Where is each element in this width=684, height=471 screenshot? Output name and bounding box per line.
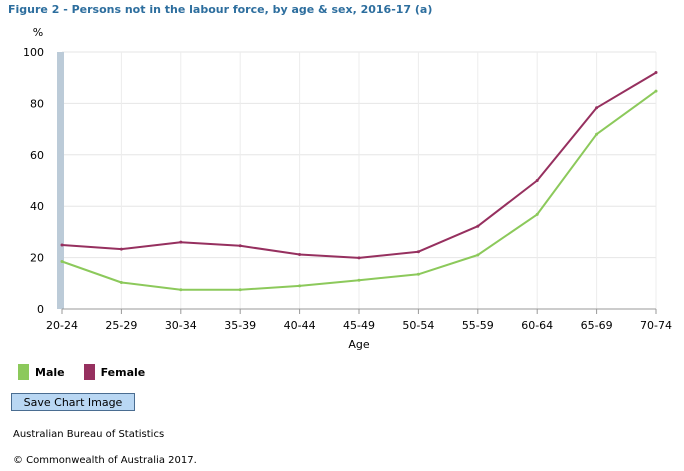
x-tick-label: 25-29 bbox=[105, 319, 137, 332]
legend-swatch-female bbox=[83, 364, 95, 380]
y-tick-label: 20 bbox=[30, 252, 44, 265]
data-point-female[interactable] bbox=[119, 247, 123, 251]
data-point-female[interactable] bbox=[654, 71, 658, 75]
data-point-female[interactable] bbox=[357, 256, 361, 260]
x-tick-label: 20-24 bbox=[46, 319, 78, 332]
data-point-male[interactable] bbox=[238, 288, 242, 292]
x-tick-label: 55-59 bbox=[462, 319, 494, 332]
y-axis-bar bbox=[57, 52, 64, 309]
grid-lines bbox=[61, 51, 657, 310]
x-tick-label: 60-64 bbox=[521, 319, 553, 332]
x-tick-label: 40-44 bbox=[284, 319, 316, 332]
series-lines bbox=[60, 71, 658, 292]
legend-swatch-male bbox=[18, 364, 29, 380]
legend-item-female[interactable]: Female bbox=[83, 364, 146, 380]
data-point-male[interactable] bbox=[654, 89, 658, 93]
data-point-female[interactable] bbox=[535, 179, 539, 182]
x-tick-label: 30-34 bbox=[165, 319, 197, 332]
legend: Male Female bbox=[18, 364, 164, 380]
data-point-female[interactable] bbox=[238, 244, 242, 248]
data-point-female[interactable] bbox=[179, 240, 183, 244]
data-point-male[interactable] bbox=[416, 272, 420, 276]
save-chart-image-button[interactable]: Save Chart Image bbox=[11, 393, 135, 411]
data-point-female[interactable] bbox=[416, 250, 420, 254]
legend-label-male: Male bbox=[35, 365, 65, 379]
legend-item-male[interactable]: Male bbox=[18, 364, 65, 380]
source-text: Australian Bureau of Statistics bbox=[13, 429, 165, 440]
axes: 0 20 40 60 80 100 20-24 25-29 30-34 35-39 40-44 45-… bbox=[23, 46, 672, 332]
copyright-text: © Commonwealth of Australia 2017. bbox=[13, 455, 197, 466]
y-axis-label: % bbox=[33, 26, 43, 39]
x-tick-label: 65-69 bbox=[581, 319, 613, 332]
x-tick-label: 45-49 bbox=[343, 319, 375, 332]
data-point-male[interactable] bbox=[119, 281, 123, 285]
y-tick-label: 0 bbox=[37, 303, 44, 316]
y-tick-label: 100 bbox=[23, 46, 44, 59]
data-point-male[interactable] bbox=[298, 284, 302, 288]
y-tick-label: 80 bbox=[30, 97, 44, 110]
x-tick-label: 70-74 bbox=[640, 319, 672, 332]
data-point-male[interactable] bbox=[476, 253, 480, 257]
data-point-female[interactable] bbox=[595, 106, 599, 110]
data-point-female[interactable] bbox=[298, 253, 302, 257]
y-tick-label: 60 bbox=[30, 149, 44, 162]
data-point-female[interactable] bbox=[60, 243, 64, 247]
x-tick-label: 35-39 bbox=[224, 319, 256, 332]
line-chart: 0 20 40 60 80 100 20-24 25-29 30-34 35-39 40-44 45-… bbox=[23, 26, 672, 351]
x-tick-label: 50-54 bbox=[402, 319, 434, 332]
data-point-female[interactable] bbox=[476, 224, 480, 228]
data-point-male[interactable] bbox=[535, 212, 539, 216]
chart-title: Figure 2 - Persons not in the labour for… bbox=[8, 3, 433, 16]
data-point-male[interactable] bbox=[179, 288, 183, 292]
data-point-male[interactable] bbox=[595, 132, 599, 136]
legend-label-female: Female bbox=[100, 365, 146, 379]
data-point-male[interactable] bbox=[357, 278, 361, 282]
y-tick-label: 40 bbox=[30, 200, 44, 213]
data-point-male[interactable] bbox=[60, 259, 64, 263]
x-axis-label: Age bbox=[348, 338, 370, 351]
